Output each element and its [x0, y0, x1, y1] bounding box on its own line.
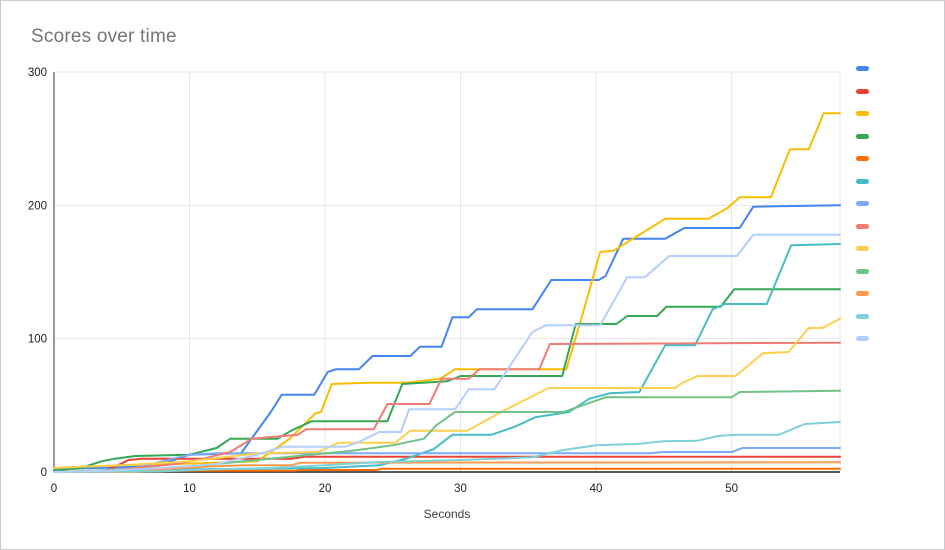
x-axis-title: Seconds [424, 507, 471, 521]
legend-swatch-series-2-red [856, 88, 869, 94]
legend-swatch-series-7-light-blue [856, 201, 869, 206]
y-tick-label: 100 [28, 334, 47, 346]
legend-swatch-series-10-light-green [856, 268, 869, 274]
chart-title: Scores over time [31, 26, 177, 47]
series-line-12[interactable] [53, 421, 841, 473]
series-line-8[interactable] [53, 341, 841, 473]
series-line-3[interactable] [53, 112, 841, 469]
y-tick-label: 300 [28, 67, 47, 79]
y-tick-label: 0 [41, 467, 47, 479]
legend-swatch-series-11-light-orange [856, 291, 869, 296]
x-tick-label: 50 [725, 483, 738, 495]
chart-legend [856, 66, 876, 359]
legend-swatch-series-8-light-red [856, 223, 869, 229]
series-line-9[interactable] [53, 317, 841, 469]
legend-swatch-series-3-yellow [856, 111, 869, 116]
legend-swatch-series-4-green [856, 133, 869, 139]
series-line-4[interactable] [53, 288, 841, 472]
x-tick-label: 30 [454, 483, 467, 495]
legend-swatch-series-1-blue [856, 66, 869, 71]
x-tick-label: 0 [51, 483, 57, 495]
legend-swatch-series-12-light-teal [856, 313, 869, 319]
legend-swatch-series-9-light-yellow [856, 246, 869, 251]
x-tick-label: 20 [319, 483, 332, 495]
x-tick-label: 10 [183, 483, 196, 495]
y-tick-label: 200 [28, 200, 47, 212]
legend-swatch-series-6-teal [856, 178, 869, 184]
legend-swatch-series-5-orange [856, 156, 869, 161]
legend-swatch-series-13-pale-blue [856, 336, 869, 341]
series-line-6[interactable] [53, 243, 841, 473]
series-line-13[interactable] [53, 233, 841, 473]
x-tick-label: 40 [590, 483, 603, 495]
